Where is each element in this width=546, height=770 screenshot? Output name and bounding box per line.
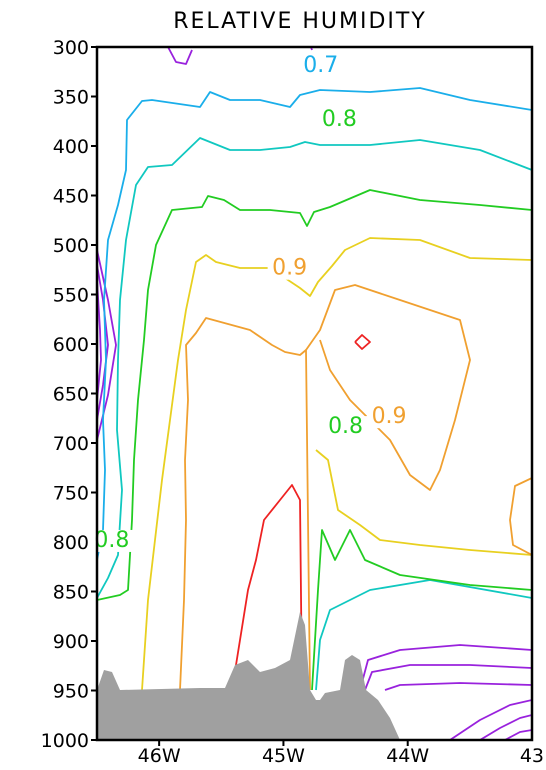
contour-0.75-low [315,579,532,691]
contour-dry-lr-1 [359,644,532,691]
x-tick-label: 45W [262,745,305,767]
y-tick-label: 950 [53,681,89,703]
contour-dry-lr-3 [384,682,532,691]
contour-lines [97,47,532,740]
contour-value-label: 0.8 [94,528,129,553]
contour-0.80-low [311,529,532,691]
x-axis-tick-labels: 46W 45W 44W 43 [138,740,544,767]
terrain-mask [97,612,400,740]
contour-label-bg [317,109,362,132]
contour-0.80 [97,189,532,601]
contour-label-bg [89,529,134,552]
contour-value-label: 0.7 [303,53,338,78]
chart-title: RELATIVE HUMIDITY [173,9,427,34]
contour-dry-left-3 [97,279,102,401]
y-tick-label: 850 [53,582,89,604]
contour-label-bg [367,406,412,429]
contour-0.95 [231,484,303,691]
y-tick-label: 800 [53,532,89,554]
contour-label-bg [298,54,343,77]
contour-0.90 [179,317,311,691]
contour-dry-lr-4 [449,699,532,740]
contour-0.85-low [315,449,532,556]
y-tick-label: 600 [53,334,89,356]
x-tick-label: 43 [520,745,544,767]
y-tick-label: 350 [53,87,89,109]
contour-0.75 [97,137,532,599]
contour-dry-lr-6 [504,729,532,740]
contour-0.95-diamond [354,334,371,350]
y-tick-label: 900 [53,631,89,653]
y-tick-label: 650 [53,384,89,406]
contour-label-bg [267,257,312,280]
y-tick-label: 550 [53,285,89,307]
y-tick-label: 1000 [41,730,89,752]
y-tick-label: 300 [53,37,89,59]
y-tick-label: 500 [53,235,89,257]
y-tick-label: 750 [53,483,89,505]
y-tick-label: 700 [53,433,89,455]
contour-value-label: 0.9 [372,404,407,429]
y-tick-label: 450 [53,186,89,208]
contour-dry-left-2 [97,264,109,421]
contour-dry-lr-2 [364,664,532,691]
contour-0.85 [141,237,532,691]
contour-0.90-right [509,477,532,556]
x-tick-label: 46W [138,745,181,767]
contour-value-label: 0.8 [322,107,357,132]
y-tick-label: 400 [53,136,89,158]
contour-0.70 [97,87,532,561]
plot-frame [95,45,534,742]
contour-value-label: 0.8 [328,414,363,439]
y-axis-tick-labels: 300 350 400 450 500 550 600 650 700 750 800 850 900 9… [41,37,97,752]
contour-value-label: 0.9 [272,256,307,281]
contour-value-labels: 0.7 0.8 0.9 0.8 0.9 0.8 [89,53,412,553]
contour-dry-top [167,47,193,65]
contour-dry-lr-5 [479,714,532,740]
contour-label-bg [323,416,368,439]
x-tick-label: 44W [386,745,429,767]
contour-0.90-b [305,284,471,491]
